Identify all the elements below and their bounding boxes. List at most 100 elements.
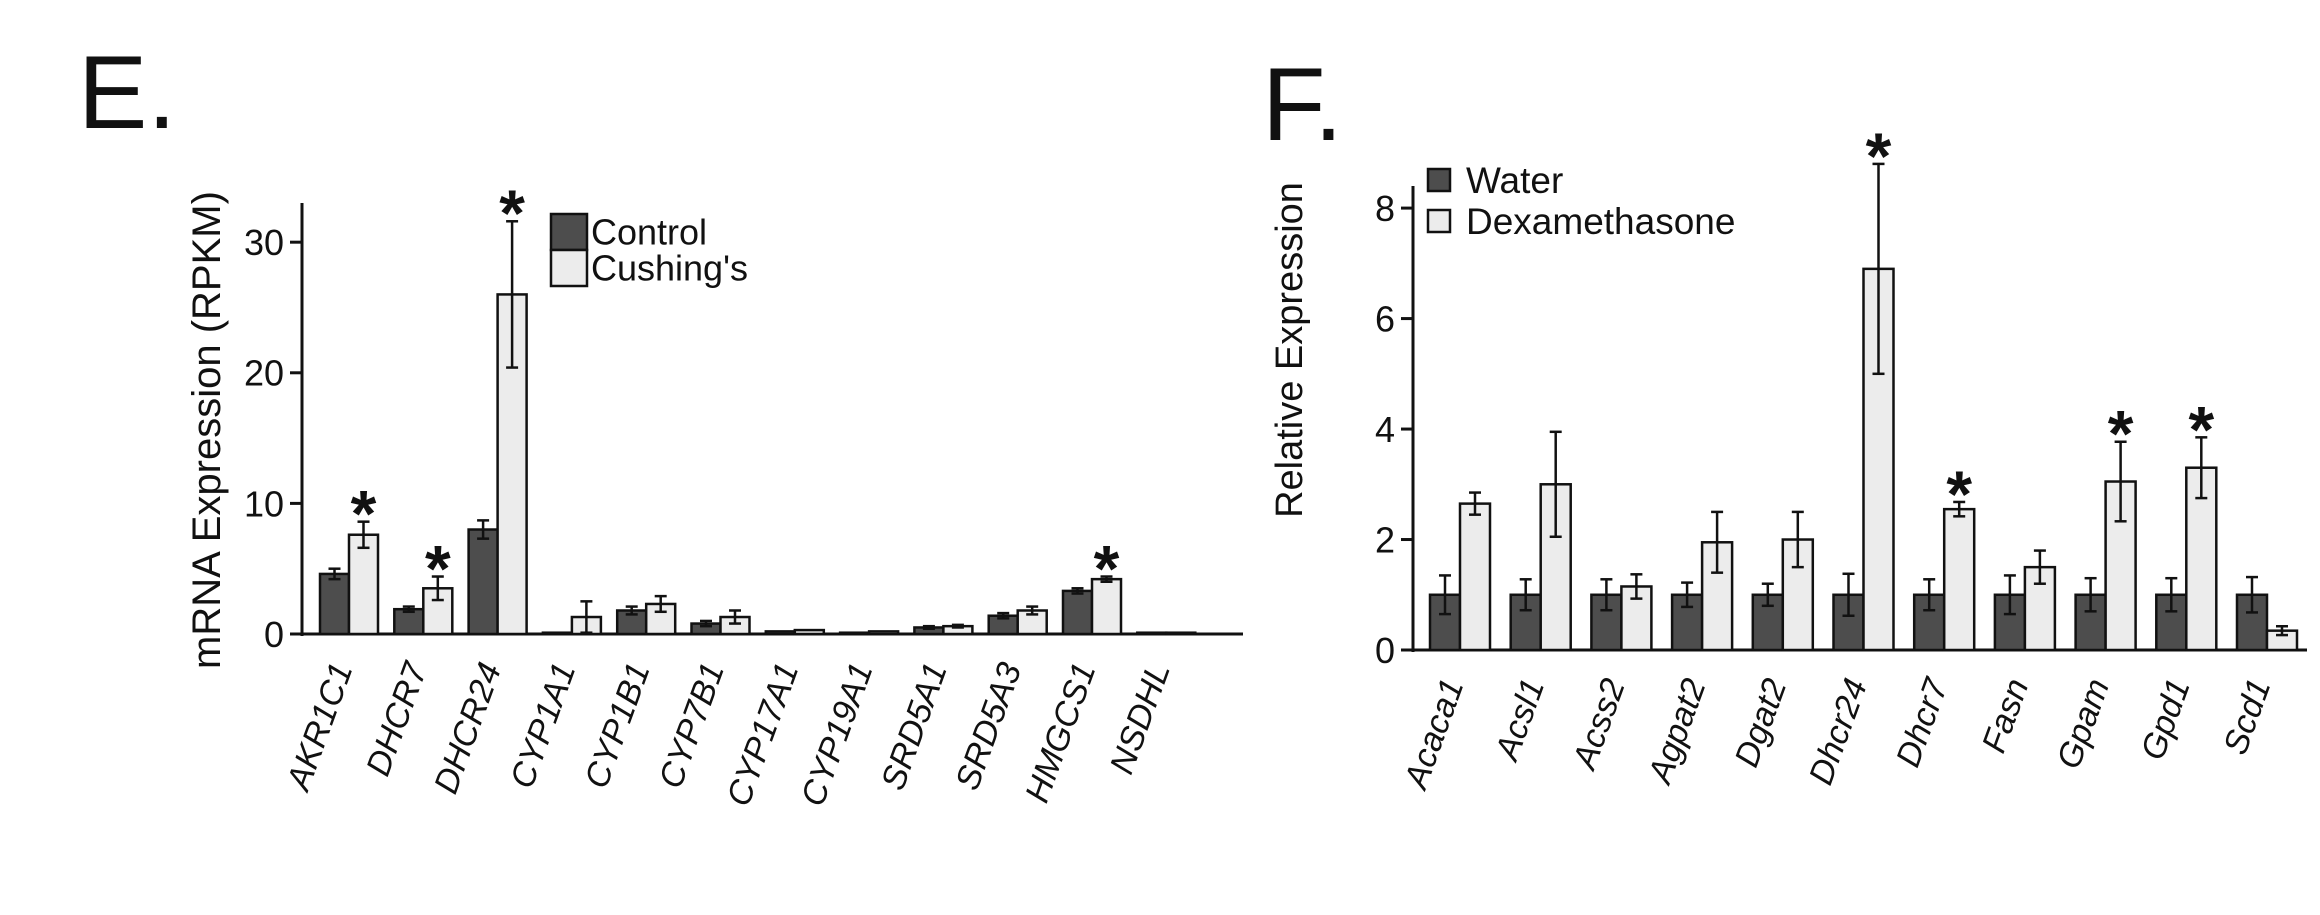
x-tick-label: Acaca1 [1396, 674, 1471, 795]
significance-star: * [2188, 392, 2214, 466]
x-tick-label: Agpat2 [1640, 674, 1713, 790]
y-tick-label: 6 [1375, 299, 1395, 340]
legend-label: Control [591, 212, 707, 253]
chart-panel-e: E.mRNA Expression (RPKM) 0 10 20 30 * * * * AKR1C… [78, 35, 1243, 811]
bar-series1-dhcr24 [467, 528, 499, 636]
x-tick-label: Scd1 [2216, 674, 2278, 760]
y-tick-label: 20 [244, 353, 284, 394]
y-tick-label: 0 [264, 614, 284, 655]
x-tick-label: AKR1C1 [279, 658, 361, 797]
error-bar [1761, 582, 1774, 608]
bar-series1-cyp17a1 [764, 630, 797, 636]
error-bar [625, 605, 638, 616]
error-bar [1923, 578, 1936, 612]
error-bar [2114, 440, 2127, 523]
x-tick-label: Gpam [2050, 674, 2117, 774]
error-bar [922, 624, 935, 631]
error-bar [1100, 575, 1113, 584]
legend-swatch [1426, 167, 1452, 193]
error-bar [729, 609, 741, 625]
error-bar [402, 605, 415, 614]
error-bar [431, 575, 444, 602]
y-tick-label: 2 [1375, 519, 1395, 560]
error-bar [1071, 587, 1084, 595]
x-tick-label: CYP1B1 [577, 658, 657, 794]
error-bar [1549, 430, 1562, 539]
error-bar [1630, 573, 1643, 600]
significance-star: * [425, 531, 451, 605]
significance-star: * [1866, 119, 1892, 193]
error-bar [1791, 510, 1804, 569]
error-bar [1439, 574, 1451, 616]
error-bar [506, 220, 519, 369]
error-bar [1681, 581, 1694, 609]
x-tick-label: HMGCS1 [1018, 658, 1103, 808]
y-tick-label: 10 [244, 483, 284, 524]
x-tick-label: CYP17A1 [720, 658, 807, 811]
x-tick-label: Dgat2 [1728, 674, 1795, 772]
significance-star: * [1946, 457, 1972, 531]
y-tick-label: 8 [1375, 188, 1395, 229]
error-bar [997, 611, 1010, 620]
error-bar [1600, 578, 1613, 612]
x-tick-label: Dhcr7 [1889, 673, 1956, 772]
significance-star: * [2108, 397, 2134, 471]
x-tick-label: DHCR7 [359, 657, 435, 781]
x-tick-label: CYP1A1 [503, 658, 583, 794]
x-tick-label: CYP19A1 [794, 658, 881, 811]
error-bar [1519, 578, 1532, 612]
significance-star: * [499, 176, 525, 250]
error-bar [2276, 624, 2288, 637]
error-bar [2165, 576, 2178, 613]
x-tick-label: SRD5A3 [948, 658, 1029, 795]
error-bar [1026, 605, 1039, 616]
error-bar [1872, 162, 1885, 376]
x-tick-label: Acss2 [1565, 674, 1633, 776]
y-tick-label: 0 [1375, 630, 1395, 671]
x-tick-label: DHCR24 [427, 658, 509, 799]
significance-star: * [1094, 531, 1120, 605]
panel-label: F. [1262, 47, 1343, 163]
chart-panel-f: F. Relative Expression 0 2 4 6 8 * * * * Acaca1 Acsl… [1262, 47, 2307, 795]
y-tick-label: 30 [244, 222, 284, 263]
bar-series1-nsdhl [1136, 631, 1168, 636]
y-tick-label: 4 [1375, 409, 1395, 450]
x-tick-label: CYP7B1 [652, 658, 732, 794]
x-tick-label: Fasn [1975, 674, 2037, 758]
legend-swatch [1426, 208, 1452, 234]
error-bar [2246, 575, 2258, 614]
error-bar [1953, 500, 1966, 518]
x-tick-label: Acsl1 [1487, 674, 1552, 767]
x-tick-label: NSDHL [1103, 658, 1178, 779]
bar-series2-fasn [2023, 565, 2057, 652]
error-bar [2195, 436, 2208, 500]
error-bar [654, 594, 667, 614]
legend-label: Water [1466, 160, 1563, 201]
y-axis-label: mRNA Expression (RPKM) [185, 191, 229, 669]
error-bar [1711, 510, 1724, 574]
error-bar [580, 600, 593, 634]
error-bar [1842, 572, 1855, 618]
error-bar [328, 567, 341, 581]
bar-series2-hmgcs1 [1090, 577, 1123, 636]
error-bar [1469, 491, 1481, 516]
error-bar [357, 520, 370, 550]
bar-series2-cyp17a1 [793, 628, 826, 636]
legend-label: Dexamethasone [1466, 201, 1735, 242]
x-tick-label: Gpd1 [2134, 674, 2198, 765]
error-bar [2003, 574, 2016, 616]
legend-label: Cushing's [591, 248, 748, 289]
error-bar [477, 519, 490, 540]
significance-star: * [351, 477, 377, 551]
bar-series1-hmgcs1 [1061, 589, 1094, 636]
bar-series2-nsdhl [1165, 631, 1197, 636]
panel-label: E. [78, 35, 176, 151]
x-tick-label: Dhcr24 [1802, 674, 1875, 790]
legend-swatch [549, 212, 589, 252]
y-axis-label: Relative Expression [1269, 182, 1311, 518]
x-tick-label: SRD5A1 [874, 658, 955, 795]
bar-series1-cyp19a1 [838, 631, 871, 636]
